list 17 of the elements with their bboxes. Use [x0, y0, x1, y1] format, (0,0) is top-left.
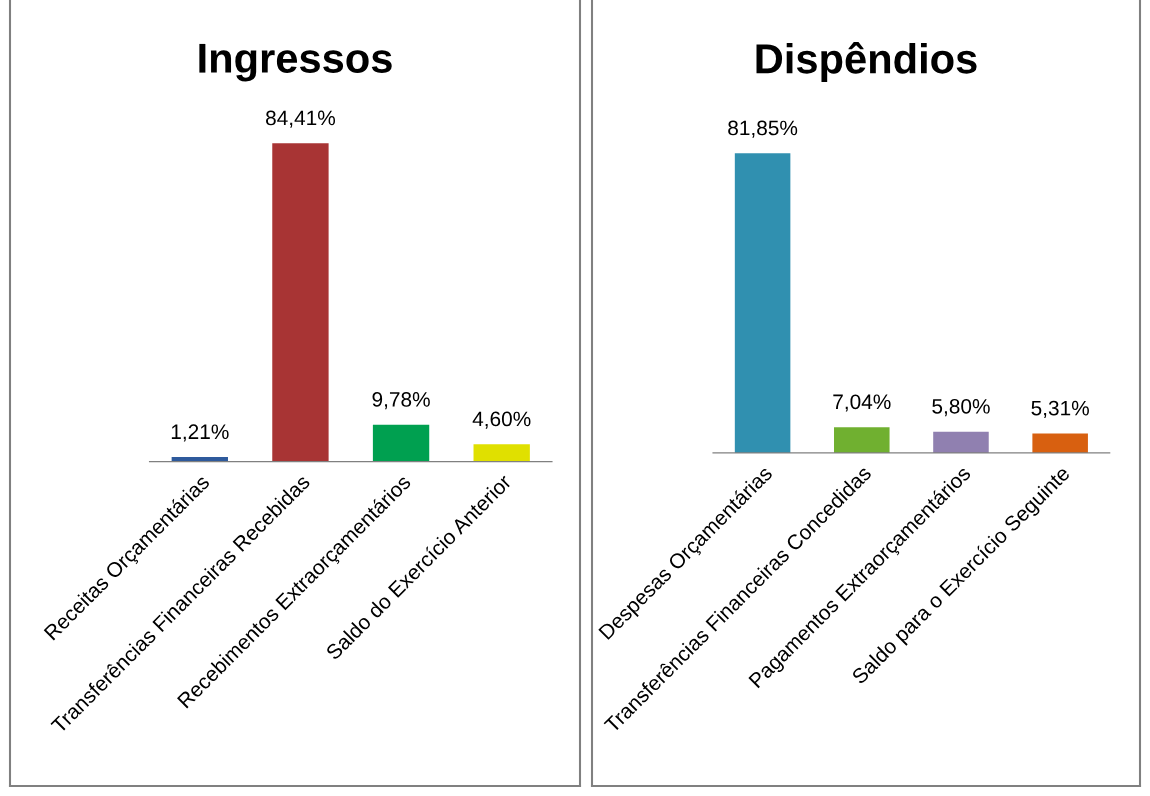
bar: [372, 424, 430, 462]
data-label: 5,31%: [1031, 400, 1089, 418]
data-label: 81,85%: [728, 120, 798, 138]
data-label: 4,60%: [472, 411, 531, 429]
chart-title: Dispêndios: [756, 42, 977, 82]
bar: [933, 431, 989, 453]
data-label: 9,78%: [372, 392, 430, 410]
data-label: 1,21%: [171, 424, 229, 442]
chart-title: Ingressos: [199, 43, 392, 82]
data-label: 7,04%: [833, 394, 891, 412]
bar: [834, 427, 890, 453]
data-label: 84,41%: [266, 110, 336, 128]
bar: [1032, 433, 1088, 453]
bar: [473, 444, 530, 462]
bar: [272, 143, 329, 462]
bar: [734, 153, 791, 453]
data-label: 5,80%: [932, 398, 990, 417]
